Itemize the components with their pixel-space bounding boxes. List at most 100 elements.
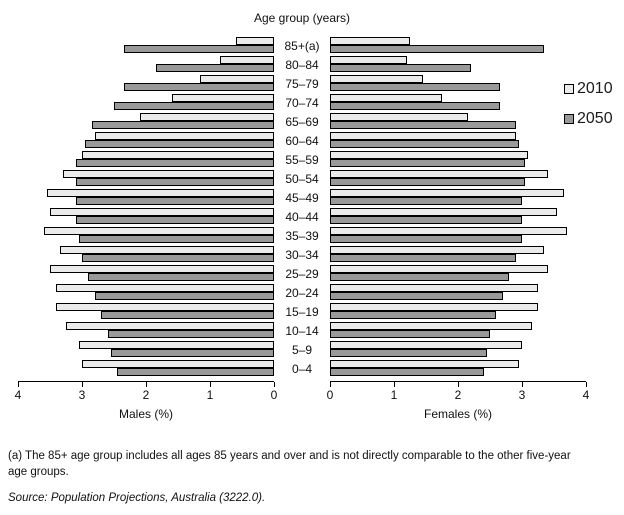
bar-males-2010-55–59: [82, 151, 274, 159]
bar-females-2010-55–59: [330, 151, 529, 159]
bar-females-2050-30–34: [330, 254, 516, 262]
bar-females-2010-35–39: [330, 227, 567, 235]
chart-title: Age group (years): [253, 11, 351, 25]
bar-males-2050-80–84: [155, 64, 274, 72]
bar-females-2050-35–39: [330, 235, 522, 243]
axis-tick-label: 1: [206, 388, 214, 402]
bar-females-2050-25–29: [330, 273, 510, 281]
age-group-label: 20–24: [285, 286, 319, 300]
population-pyramid-chart: 85+(a) 80–84 75–79 70–74 65–69 60–64 55–59 50–5…: [0, 37, 624, 421]
bar-males-2050-55–59: [75, 159, 274, 167]
bar-females-2050-5–9: [330, 349, 487, 357]
footnote: (a) The 85+ age group includes all ages …: [8, 450, 571, 478]
bar-males-2010-45–49: [46, 189, 274, 197]
pyramid-row: 10–14: [0, 322, 624, 341]
pyramid-row: 5–9: [0, 341, 624, 360]
age-group-label: 40–44: [285, 210, 319, 224]
axis-tick-label: 2: [142, 388, 150, 402]
bar-females-2010-40–44: [330, 208, 558, 216]
bar-females-2010-85+(a): [330, 37, 410, 45]
males-x-axis-line: [18, 381, 274, 382]
axis-tick-label: 4: [582, 388, 590, 402]
bar-females-2050-15–19: [330, 311, 497, 319]
legend-swatch-2050-icon: [564, 114, 574, 124]
bar-males-2050-70–74: [114, 102, 274, 110]
bar-females-2010-0–4: [330, 360, 519, 368]
pyramid-row: 30–34: [0, 246, 624, 265]
bar-females-2050-85+(a): [330, 45, 545, 53]
bar-females-2010-70–74: [330, 94, 442, 102]
bar-males-2010-5–9: [78, 341, 274, 349]
bar-males-2010-35–39: [43, 227, 274, 235]
pyramid-row: 70–74: [0, 94, 624, 113]
bar-females-2010-45–49: [330, 189, 564, 197]
axis-tick: [82, 382, 83, 387]
bar-males-2010-25–29: [50, 265, 274, 273]
bar-females-2010-20–24: [330, 284, 538, 292]
bar-males-2010-65–69: [139, 113, 274, 121]
bar-females-2010-75–79: [330, 75, 423, 83]
age-group-label: 85+(a): [284, 39, 320, 53]
legend-entry-2050: 2050: [564, 110, 613, 127]
pyramid-row: 35–39: [0, 227, 624, 246]
bar-females-2050-80–84: [330, 64, 471, 72]
bar-females-2050-0–4: [330, 368, 484, 376]
bar-females-2010-5–9: [330, 341, 522, 349]
bar-males-2010-50–54: [62, 170, 274, 178]
age-group-label: 5–9: [291, 343, 313, 357]
bar-males-2010-0–4: [82, 360, 274, 368]
legend-swatch-2010-icon: [564, 84, 574, 94]
bar-females-2010-30–34: [330, 246, 545, 254]
pyramid-row: 50–54: [0, 170, 624, 189]
axis-tick: [210, 382, 211, 387]
bar-males-2050-30–34: [82, 254, 274, 262]
pyramid-row: 40–44: [0, 208, 624, 227]
axis-tick: [18, 382, 19, 387]
age-group-label: 50–54: [285, 172, 319, 186]
females-axis-title: Females (%): [423, 407, 492, 421]
bar-females-2050-40–44: [330, 216, 522, 224]
pyramid-row: 0–4: [0, 360, 624, 379]
pyramid-row: 75–79: [0, 75, 624, 94]
axis-tick: [274, 382, 275, 387]
bar-males-2050-45–49: [75, 197, 274, 205]
pyramid-row: 20–24: [0, 284, 624, 303]
age-group-label: 10–14: [285, 324, 319, 338]
bar-males-2050-25–29: [88, 273, 274, 281]
bar-males-2050-10–14: [107, 330, 274, 338]
bar-females-2050-10–14: [330, 330, 490, 338]
age-group-label: 65–69: [285, 115, 319, 129]
age-group-label: 75–79: [285, 77, 319, 91]
pyramid-row: 60–64: [0, 132, 624, 151]
bar-males-2050-85+(a): [123, 45, 274, 53]
age-group-label: 15–19: [285, 305, 319, 319]
pyramid-row: 15–19: [0, 303, 624, 322]
axis-tick: [146, 382, 147, 387]
axis-tick-label: 3: [78, 388, 86, 402]
age-group-label: 30–34: [285, 248, 319, 262]
age-group-label: 35–39: [285, 229, 319, 243]
legend-label-2050: 2050: [577, 110, 613, 127]
age-group-label: 25–29: [285, 267, 319, 281]
pyramid-row: 65–69: [0, 113, 624, 132]
source-citation: Source: Population Projections, Australi…: [8, 492, 266, 504]
bar-females-2010-25–29: [330, 265, 548, 273]
bar-males-2010-30–34: [59, 246, 274, 254]
bar-females-2050-65–69: [330, 121, 516, 129]
pyramid-row: 85+(a): [0, 37, 624, 56]
axis-tick-label: 1: [390, 388, 398, 402]
bar-males-2050-35–39: [78, 235, 274, 243]
axis-tick: [522, 382, 523, 387]
legend-entry-2010: 2010: [564, 80, 613, 97]
bar-females-2010-60–64: [330, 132, 516, 140]
bar-males-2050-75–79: [123, 83, 274, 91]
axis-tick: [458, 382, 459, 387]
bar-males-2010-75–79: [200, 75, 274, 83]
bar-males-2050-20–24: [94, 292, 274, 300]
bar-females-2010-15–19: [330, 303, 538, 311]
axis-tick: [586, 382, 587, 387]
bar-males-2010-80–84: [219, 56, 274, 64]
age-group-label: 80–84: [285, 58, 319, 72]
axis-tick-label: 0: [270, 388, 278, 402]
bar-males-2010-20–24: [56, 284, 274, 292]
